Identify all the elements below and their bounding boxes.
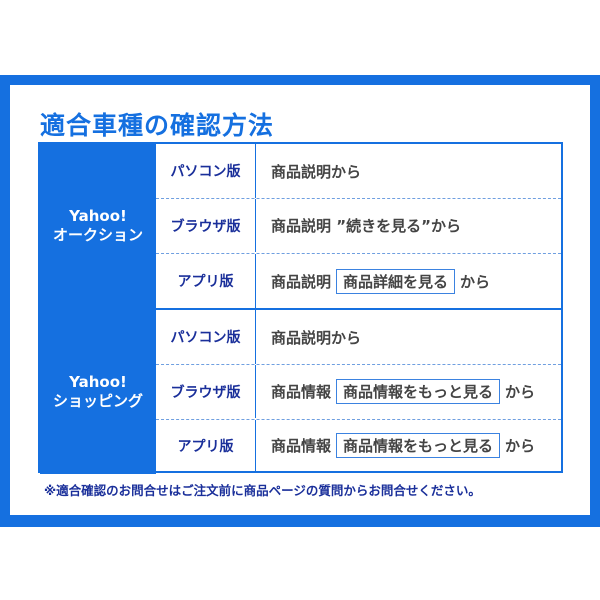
site-label: Yahoo! オークション xyxy=(40,144,156,308)
footnote: ※適合確認のお問合せはご注文前に商品ページの質問からお問合せください。 xyxy=(44,483,481,498)
group-yahoo-shopping: Yahoo! ショッピング パソコン版 商品説明から ブラウザ版 商品情報 商品情報… xyxy=(40,310,561,474)
desc-text: 商品説明から xyxy=(271,162,362,181)
desc-text: 商品情報 xyxy=(271,383,332,401)
desc-suffix: から xyxy=(460,272,491,291)
description: 商品情報 商品情報をもっと見る から xyxy=(256,433,535,458)
platform-label: アプリ版 xyxy=(156,254,256,308)
platform-label: ブラウザ版 xyxy=(156,365,256,418)
desc-suffix: から xyxy=(505,383,536,401)
table-row: アプリ版 商品説明 商品詳細を見る から xyxy=(156,253,561,308)
desc-text: 商品説明 xyxy=(271,272,332,291)
description: 商品説明 ”続きを見る”から xyxy=(256,215,461,236)
site-label: Yahoo! ショッピング xyxy=(40,310,156,474)
table-row: パソコン版 商品説明から xyxy=(156,144,561,198)
platform-label: アプリ版 xyxy=(156,420,256,471)
button-label-box: 商品情報をもっと見る xyxy=(336,433,501,458)
site-line1: Yahoo! xyxy=(69,207,127,225)
table-row: アプリ版 商品情報 商品情報をもっと見る から xyxy=(156,419,561,471)
platform-label: パソコン版 xyxy=(156,310,256,364)
table-row: ブラウザ版 商品説明 ”続きを見る”から xyxy=(156,198,561,252)
desc-text: 商品説明 ”続きを見る”から xyxy=(271,217,461,235)
description: 商品説明 商品詳細を見る から xyxy=(256,268,491,294)
button-label-box: 商品情報をもっと見る xyxy=(336,379,501,404)
description: 商品説明から xyxy=(256,161,361,182)
desc-text: 商品情報 xyxy=(271,437,332,455)
platform-label: ブラウザ版 xyxy=(156,199,256,252)
site-line2: オークション xyxy=(52,226,143,244)
table-row: ブラウザ版 商品情報 商品情報をもっと見る から xyxy=(156,364,561,418)
desc-suffix: から xyxy=(505,437,536,455)
table-row: パソコン版 商品説明から xyxy=(156,310,561,364)
site-line2: ショッピング xyxy=(52,392,143,410)
page-title: 適合車種の確認方法 xyxy=(40,111,275,140)
double-divider xyxy=(40,308,561,310)
desc-text: 商品説明から xyxy=(271,328,362,347)
site-line1: Yahoo! xyxy=(69,373,127,391)
group-yahoo-auction: Yahoo! オークション パソコン版 商品説明から ブラウザ版 商品説明 ”続き… xyxy=(40,144,561,308)
description: 商品情報 商品情報をもっと見る から xyxy=(256,379,535,404)
platform-label: パソコン版 xyxy=(156,144,256,198)
compatibility-table: Yahoo! オークション パソコン版 商品説明から ブラウザ版 商品説明 ”続き… xyxy=(38,142,563,474)
description: 商品説明から xyxy=(256,327,361,348)
button-label-box: 商品詳細を見る xyxy=(336,268,456,294)
